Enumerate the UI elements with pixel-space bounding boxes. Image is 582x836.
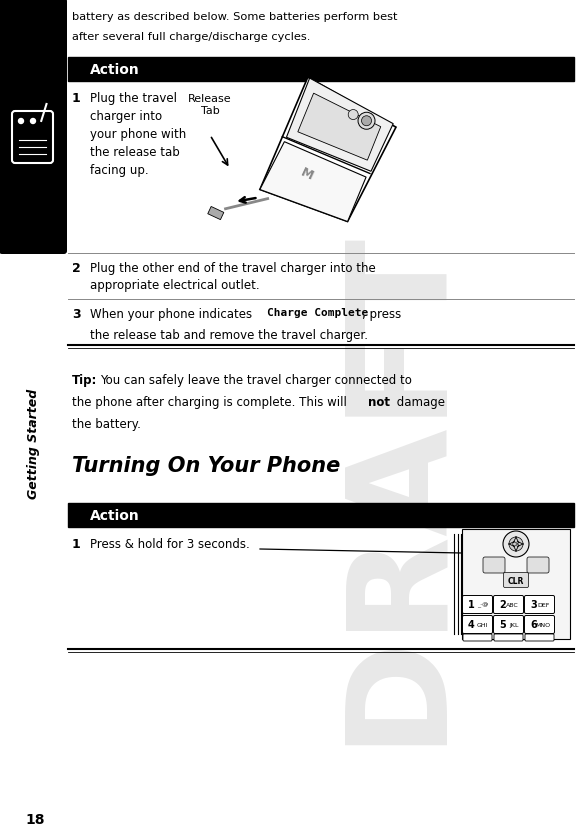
Text: DRAFT: DRAFT (328, 226, 463, 744)
Circle shape (509, 538, 523, 551)
Polygon shape (286, 79, 393, 172)
FancyBboxPatch shape (463, 635, 492, 641)
FancyBboxPatch shape (462, 529, 570, 640)
Text: 2: 2 (72, 262, 81, 275)
Text: the battery.: the battery. (72, 417, 141, 431)
Polygon shape (260, 142, 366, 222)
Circle shape (19, 120, 23, 125)
Text: You can safely leave the travel charger connected to: You can safely leave the travel charger … (100, 374, 412, 386)
Text: the phone after charging is complete. This will: the phone after charging is complete. Th… (72, 395, 350, 409)
Text: 6: 6 (530, 619, 537, 630)
Text: not: not (368, 395, 390, 409)
Text: 1: 1 (72, 92, 81, 104)
FancyBboxPatch shape (524, 596, 555, 614)
Text: JKL: JKL (509, 622, 519, 627)
Text: When your phone indicates: When your phone indicates (90, 308, 256, 321)
FancyBboxPatch shape (463, 616, 492, 634)
Text: after several full charge/discharge cycles.: after several full charge/discharge cycl… (72, 32, 310, 42)
Text: Action: Action (90, 63, 140, 77)
Text: GHI: GHI (477, 622, 488, 627)
Text: Release
Tab: Release Tab (188, 94, 232, 116)
Text: _·@: _·@ (477, 602, 488, 608)
FancyBboxPatch shape (494, 616, 523, 634)
Circle shape (361, 116, 371, 126)
FancyBboxPatch shape (494, 596, 523, 614)
Text: Tip:: Tip: (72, 374, 97, 386)
Text: 1: 1 (72, 538, 81, 550)
Text: MNO: MNO (535, 622, 550, 627)
FancyBboxPatch shape (494, 635, 523, 641)
FancyBboxPatch shape (68, 503, 574, 528)
Text: Plug the travel
charger into
your phone with
the release tab
facing up.: Plug the travel charger into your phone … (90, 92, 186, 176)
Text: 5: 5 (499, 619, 506, 630)
Circle shape (503, 532, 529, 558)
FancyBboxPatch shape (503, 573, 528, 588)
Text: 3: 3 (530, 599, 537, 609)
Text: ABC: ABC (506, 602, 519, 607)
Text: 1: 1 (468, 599, 475, 609)
Text: the release tab and remove the travel charger.: the release tab and remove the travel ch… (90, 329, 368, 342)
Text: M: M (299, 166, 315, 183)
FancyBboxPatch shape (0, 0, 67, 255)
Circle shape (30, 120, 36, 125)
Text: Plug the other end of the travel charger into the
appropriate electrical outlet.: Plug the other end of the travel charger… (90, 262, 376, 292)
Text: 3: 3 (72, 308, 81, 321)
Text: 2: 2 (499, 599, 506, 609)
Text: damage: damage (393, 395, 445, 409)
Circle shape (348, 110, 358, 120)
Text: 18: 18 (25, 812, 45, 826)
Text: CLR: CLR (508, 576, 524, 585)
Text: , press: , press (362, 308, 401, 321)
FancyBboxPatch shape (527, 558, 549, 573)
Text: Turning On Your Phone: Turning On Your Phone (72, 456, 340, 476)
Text: Getting Started: Getting Started (27, 388, 40, 498)
FancyBboxPatch shape (483, 558, 505, 573)
Text: Press & hold for 3 seconds.: Press & hold for 3 seconds. (90, 538, 250, 550)
Text: OK: OK (512, 542, 520, 547)
FancyBboxPatch shape (524, 616, 555, 634)
Text: 4: 4 (468, 619, 475, 630)
Polygon shape (260, 78, 396, 222)
Text: DEF: DEF (538, 602, 550, 607)
Text: battery as described below. Some batteries perform best: battery as described below. Some batteri… (72, 12, 398, 22)
Polygon shape (298, 94, 381, 161)
FancyBboxPatch shape (463, 596, 492, 614)
Polygon shape (208, 207, 224, 221)
Circle shape (358, 113, 375, 130)
Text: Charge Complete: Charge Complete (267, 308, 368, 318)
FancyBboxPatch shape (525, 635, 554, 641)
Text: Action: Action (90, 508, 140, 522)
FancyBboxPatch shape (68, 58, 574, 82)
